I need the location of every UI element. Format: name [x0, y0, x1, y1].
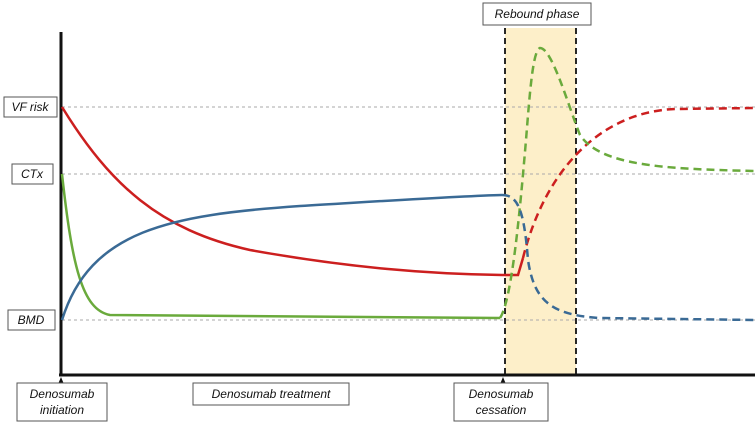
vf-risk-curve-dashed: [521, 106, 755, 259]
bmd-label-box: [7, 309, 56, 331]
ctx-label: CTx: [21, 167, 44, 181]
vf-risk-label: VF risk: [11, 100, 49, 114]
treatment-label: Denosumab treatment: [212, 387, 331, 401]
cessation-label-line1: Denosumab: [469, 387, 534, 401]
ctx-curve-dashed: [498, 46, 755, 319]
initiation-label-line2: initiation: [40, 403, 84, 417]
bmd-label: BMD: [18, 313, 45, 327]
ctx-curve: [60, 173, 501, 320]
initiation-label-line1: Denosumab: [30, 387, 95, 401]
ctx-label-box: [11, 163, 54, 185]
bmd-curve-dashed: [501, 193, 755, 322]
rebound-phase-label-box: [482, 2, 592, 26]
rebound-phase-label: Rebound phase: [495, 7, 580, 21]
cessation-label-box: [453, 382, 549, 422]
treatment-label-box: [192, 382, 350, 406]
initiation-label-box: [16, 382, 108, 422]
vf-risk-curve: [60, 106, 525, 277]
vf-risk-label-box: [3, 96, 58, 118]
bmd-curve: [60, 193, 503, 321]
cessation-label-line2: cessation: [476, 403, 527, 417]
